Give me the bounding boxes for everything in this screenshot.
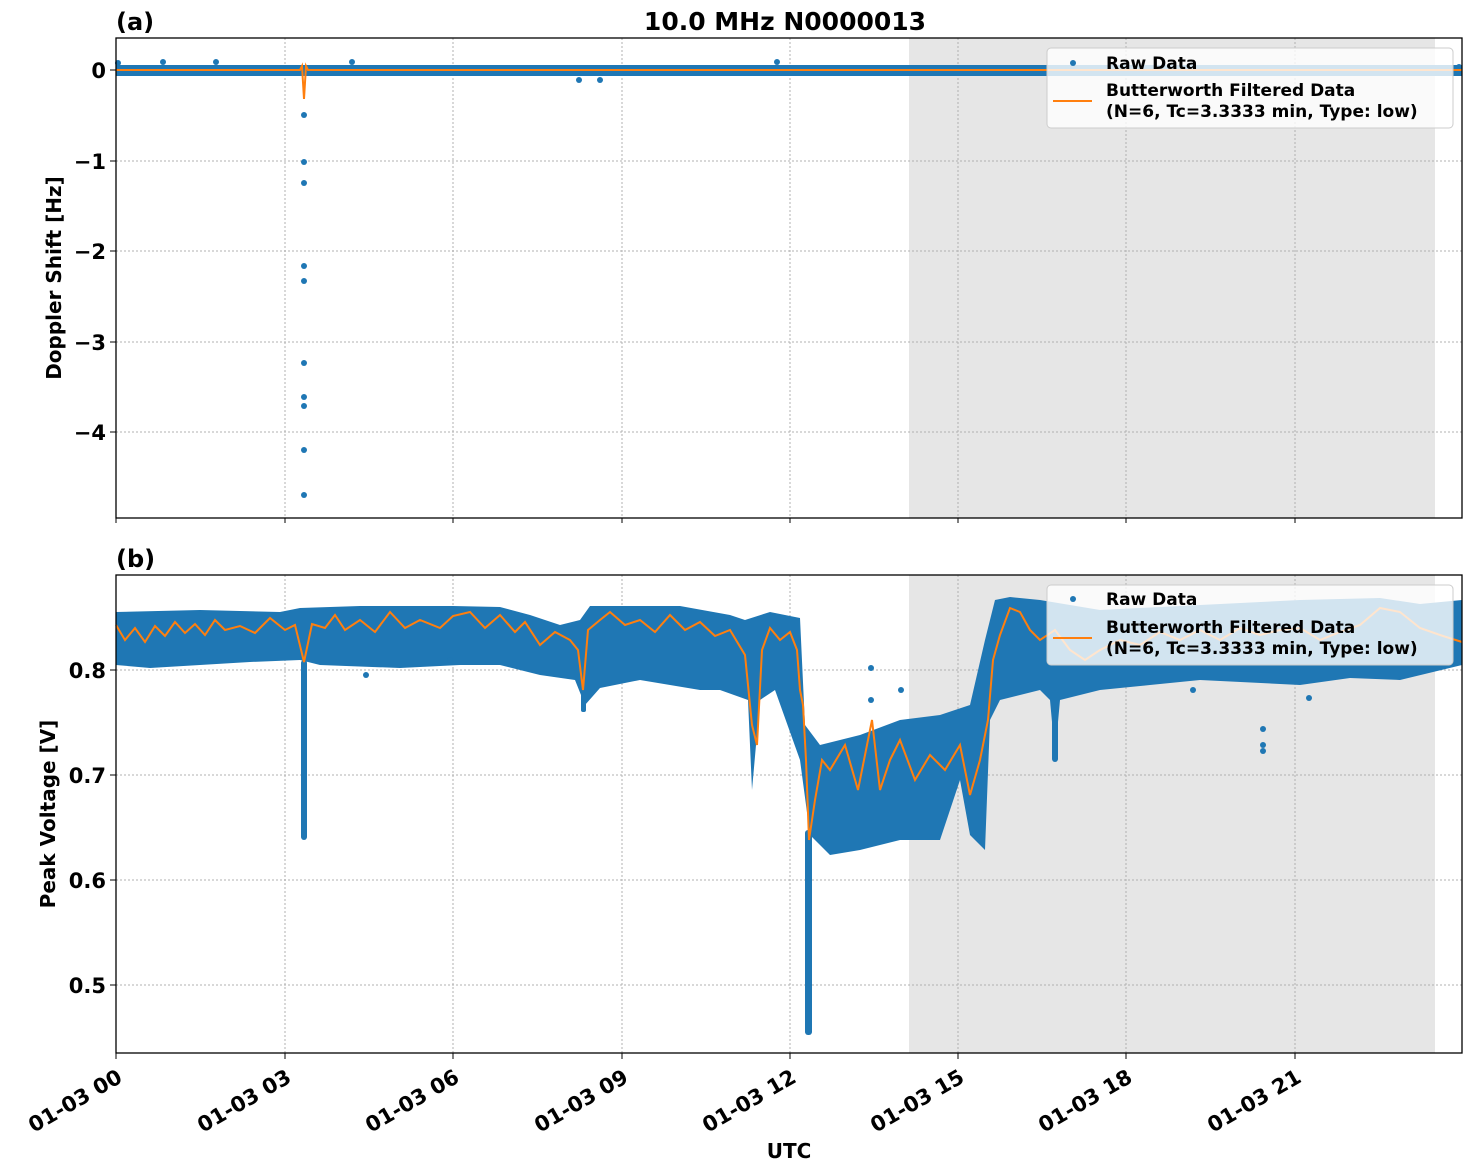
- x-tick-label: 01-03 15: [866, 1065, 968, 1138]
- y-tick-label: −2: [74, 240, 106, 264]
- axes-frame-b: [115, 574, 1463, 1054]
- y-tick-label: −3: [74, 331, 106, 355]
- y-tick-label: 0.8: [69, 659, 106, 683]
- raw-data-marker-icon: [1070, 596, 1076, 602]
- raw-data-marker-icon: [1070, 60, 1076, 66]
- y-axis-label-a: Doppler Shift [Hz]: [42, 176, 66, 380]
- filtered-data-series-a: [116, 62, 1462, 100]
- axes-frame-a: [115, 37, 1463, 519]
- x-tick-label: 01-03 12: [698, 1065, 800, 1138]
- panel-label-a: (a): [116, 8, 154, 36]
- legend-b: Raw Data Butterworth Filtered Data (N=6,…: [1046, 584, 1454, 666]
- y-axis-a: 0 −1 −2 −3 −4 Doppler Shift [Hz]: [42, 59, 116, 445]
- panel-label-b: (b): [116, 545, 155, 573]
- legend-raw-label: Raw Data: [1106, 590, 1197, 610]
- legend-raw-label: Raw Data: [1106, 54, 1197, 74]
- y-axis-label-b: Peak Voltage [V]: [36, 720, 60, 909]
- y-tick-label: −4: [74, 421, 106, 445]
- legend-filtered-params: (N=6, Tc=3.3333 min, Type: low): [1106, 639, 1418, 659]
- y-tick-label: 0.5: [69, 974, 106, 998]
- legend-filtered-params: (N=6, Tc=3.3333 min, Type: low): [1106, 102, 1418, 122]
- x-tick-label: 01-03 18: [1034, 1065, 1136, 1138]
- y-tick-label: 0.7: [69, 764, 106, 788]
- y-tick-label: 0: [91, 59, 106, 83]
- panel-b: 0.8 0.7 0.6 0.5 Peak Voltage [V] 01-03 0…: [24, 545, 1463, 1163]
- x-axis-label: UTC: [767, 1139, 812, 1163]
- y-axis-b: 0.8 0.7 0.6 0.5 Peak Voltage [V]: [36, 659, 116, 998]
- x-tick-label: 01-03 09: [530, 1065, 632, 1138]
- x-tick-label: 01-03 21: [1203, 1065, 1305, 1138]
- legend-filtered-label: Butterworth Filtered Data: [1106, 81, 1355, 101]
- legend-box: [1046, 47, 1454, 129]
- x-tick-label: 01-03 06: [361, 1065, 463, 1138]
- x-tick-label: 01-03 03: [193, 1065, 295, 1138]
- x-ticks-a: [115, 518, 1296, 523]
- legend-filtered-label: Butterworth Filtered Data: [1106, 618, 1355, 638]
- x-tick-label: 01-03 00: [24, 1065, 126, 1138]
- legend-box: [1046, 584, 1454, 666]
- y-tick-label: −1: [74, 150, 106, 174]
- panel-a: 0 −1 −2 −3 −4 Doppler Shift [Hz] (a) 10.…: [42, 7, 1463, 523]
- chart-title: 10.0 MHz N0000013: [644, 7, 926, 36]
- legend-a: Raw Data Butterworth Filtered Data (N=6,…: [1046, 47, 1454, 129]
- x-axis: 01-03 00 01-03 03 01-03 06 01-03 09 01-0…: [24, 1053, 1305, 1163]
- y-tick-label: 0.6: [69, 869, 106, 893]
